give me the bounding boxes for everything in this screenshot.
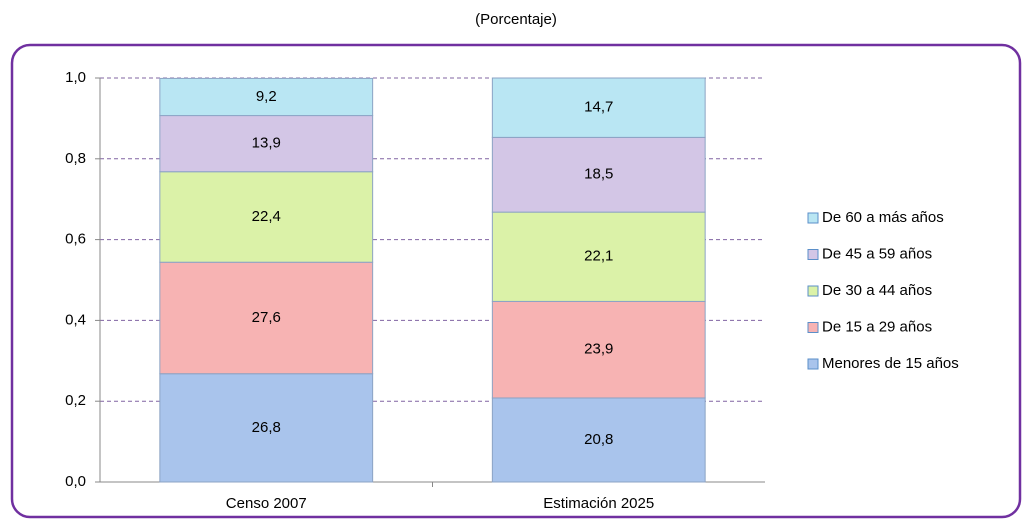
- bar-segment: [491, 77, 706, 138]
- value-label: 22,4: [252, 208, 281, 225]
- legend-swatch: [807, 212, 819, 224]
- bar-segment: [159, 261, 374, 375]
- x-tick-label: Censo 2007: [226, 495, 307, 512]
- bar-segment: [159, 77, 374, 117]
- bar-segment: [491, 136, 706, 213]
- value-label: 26,8: [252, 419, 281, 436]
- legend-label: De 45 a 59 años: [822, 245, 932, 262]
- bar-segment: [159, 115, 374, 173]
- legend-label: De 60 a más años: [822, 209, 944, 226]
- value-label: 9,2: [256, 88, 277, 105]
- y-tick-label: 0,0: [65, 473, 86, 490]
- legend-label: Menores de 15 años: [822, 355, 959, 372]
- legend-label: De 15 a 29 años: [822, 318, 932, 335]
- bar-segment: [159, 171, 374, 263]
- chart-border: [10, 43, 1022, 519]
- y-tick-label: 0,6: [65, 231, 86, 248]
- value-label: 18,5: [584, 166, 613, 183]
- y-tick-label: 1,0: [65, 69, 86, 86]
- value-label: 20,8: [584, 431, 613, 448]
- value-label: 14,7: [584, 99, 613, 116]
- bar-segment: [159, 373, 374, 483]
- bar-segment: [491, 300, 706, 399]
- legend-swatch: [807, 322, 819, 333]
- value-label: 13,9: [252, 135, 281, 152]
- y-tick-label: 0,8: [65, 150, 86, 167]
- bar-segment: [491, 397, 706, 483]
- x-tick-label: Estimación 2025: [543, 495, 654, 512]
- legend-swatch: [807, 358, 819, 370]
- value-label: 23,9: [584, 341, 613, 358]
- legend-label: De 30 a 44 años: [822, 282, 932, 299]
- legend-swatch: [807, 249, 819, 260]
- chart-title: (Porcentaje): [475, 11, 557, 28]
- y-tick-label: 0,4: [65, 311, 86, 328]
- legend-swatch: [807, 285, 819, 297]
- y-tick-label: 0,2: [65, 392, 86, 409]
- value-label: 27,6: [252, 309, 281, 326]
- value-label: 22,1: [584, 248, 613, 265]
